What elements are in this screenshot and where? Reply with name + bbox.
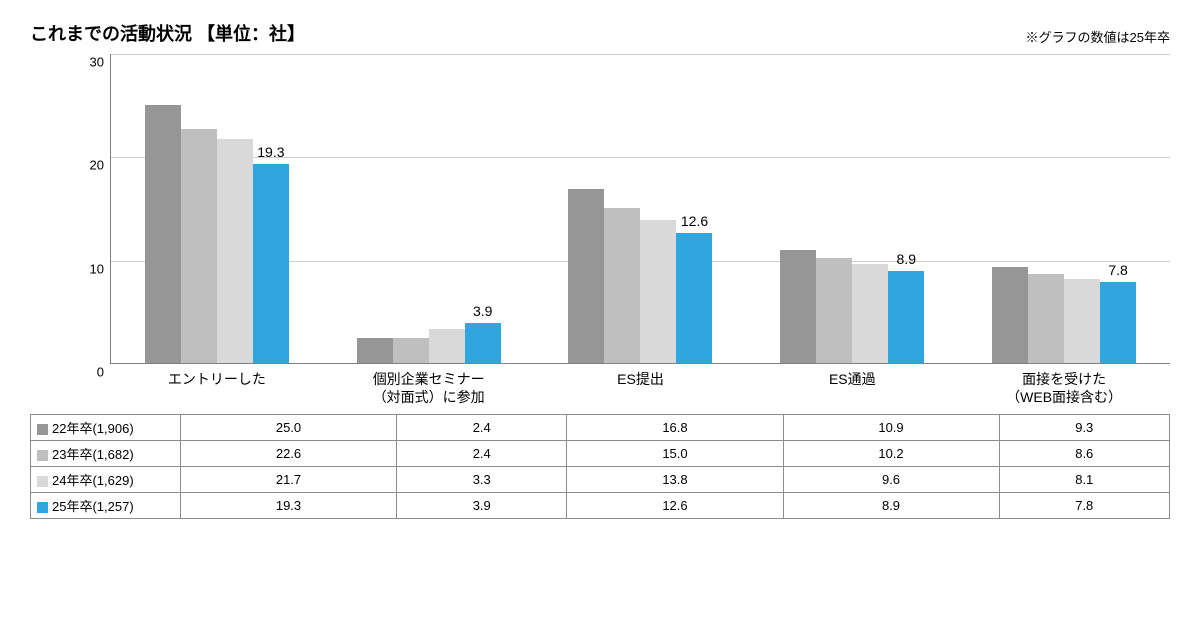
bar xyxy=(217,139,253,363)
table-cell: 12.6 xyxy=(567,493,783,519)
y-tick: 10 xyxy=(90,261,104,276)
bar-group: 8.9 xyxy=(746,54,958,363)
bar xyxy=(852,264,888,363)
bar-group: 3.9 xyxy=(323,54,535,363)
legend-swatch xyxy=(37,476,48,487)
bar-group: 19.3 xyxy=(111,54,323,363)
table-row: 24年卒(1,629)21.73.313.89.68.1 xyxy=(31,467,1170,493)
table-row: 25年卒(1,257)19.33.912.68.97.8 xyxy=(31,493,1170,519)
bar xyxy=(640,220,676,363)
table-cell: 9.3 xyxy=(999,415,1169,441)
chart-title: これまでの活動状況 【単位：社】 xyxy=(30,20,305,46)
bar xyxy=(568,189,604,363)
bar xyxy=(145,105,181,363)
legend-swatch xyxy=(37,502,48,513)
x-axis-label: 個別企業セミナー（対面式）に参加 xyxy=(323,364,535,412)
x-axis-label: ES通過 xyxy=(746,364,958,412)
x-axis-labels: エントリーした個別企業セミナー（対面式）に参加ES提出ES通過面接を受けた（WE… xyxy=(110,364,1170,412)
table-cell: 7.8 xyxy=(999,493,1169,519)
x-axis-label: エントリーした xyxy=(111,364,323,412)
table-cell: 2.4 xyxy=(397,415,567,441)
bar-value-label: 12.6 xyxy=(681,213,708,229)
table-cell: 19.3 xyxy=(181,493,397,519)
table-cell: 13.8 xyxy=(567,467,783,493)
bar xyxy=(992,267,1028,363)
table-cell: 15.0 xyxy=(567,441,783,467)
table-cell: 22.6 xyxy=(181,441,397,467)
bar: 7.8 xyxy=(1100,282,1136,363)
table-cell: 21.7 xyxy=(181,467,397,493)
table-cell: 8.9 xyxy=(783,493,999,519)
bar-chart-plot: 19.3 3.9 12.6 8.9 7.8 xyxy=(110,54,1170,364)
legend-swatch xyxy=(37,424,48,435)
table-cell: 3.3 xyxy=(397,467,567,493)
table-row: 23年卒(1,682)22.62.415.010.28.6 xyxy=(31,441,1170,467)
bar-value-label: 7.8 xyxy=(1108,262,1127,278)
data-table: 22年卒(1,906)25.02.416.810.99.323年卒(1,682)… xyxy=(30,414,1170,519)
bar-value-label: 8.9 xyxy=(897,251,916,267)
chart-note: ※グラフの数値は25年卒 xyxy=(1026,27,1170,46)
table-cell: 9.6 xyxy=(783,467,999,493)
y-tick: 30 xyxy=(90,55,104,70)
table-cell: 16.8 xyxy=(567,415,783,441)
table-cell: 8.1 xyxy=(999,467,1169,493)
table-row: 22年卒(1,906)25.02.416.810.99.3 xyxy=(31,415,1170,441)
table-cell: 10.9 xyxy=(783,415,999,441)
table-cell: 10.2 xyxy=(783,441,999,467)
row-header: 25年卒(1,257) xyxy=(31,493,181,519)
bar xyxy=(780,250,816,363)
bar: 3.9 xyxy=(465,323,501,363)
bar: 8.9 xyxy=(888,271,924,363)
y-tick: 0 xyxy=(97,365,104,380)
table-cell: 3.9 xyxy=(397,493,567,519)
bar xyxy=(816,258,852,363)
bar-group: 12.6 xyxy=(535,54,747,363)
bar xyxy=(1028,274,1064,363)
bar-value-label: 3.9 xyxy=(473,303,492,319)
y-tick: 20 xyxy=(90,158,104,173)
table-cell: 8.6 xyxy=(999,441,1169,467)
bar-value-label: 19.3 xyxy=(257,144,284,160)
table-cell: 25.0 xyxy=(181,415,397,441)
row-header: 24年卒(1,629) xyxy=(31,467,181,493)
legend-swatch xyxy=(37,450,48,461)
row-header: 23年卒(1,682) xyxy=(31,441,181,467)
x-axis-label: 面接を受けた（WEB面接含む） xyxy=(958,364,1170,412)
bar xyxy=(429,329,465,363)
bar xyxy=(604,208,640,363)
row-header: 22年卒(1,906) xyxy=(31,415,181,441)
x-axis-label: ES提出 xyxy=(535,364,747,412)
bar xyxy=(181,129,217,363)
bar-group: 7.8 xyxy=(958,54,1170,363)
bar: 19.3 xyxy=(253,164,289,363)
bar: 12.6 xyxy=(676,233,712,363)
table-cell: 2.4 xyxy=(397,441,567,467)
bar xyxy=(393,338,429,363)
bar xyxy=(357,338,393,363)
bar xyxy=(1064,279,1100,363)
